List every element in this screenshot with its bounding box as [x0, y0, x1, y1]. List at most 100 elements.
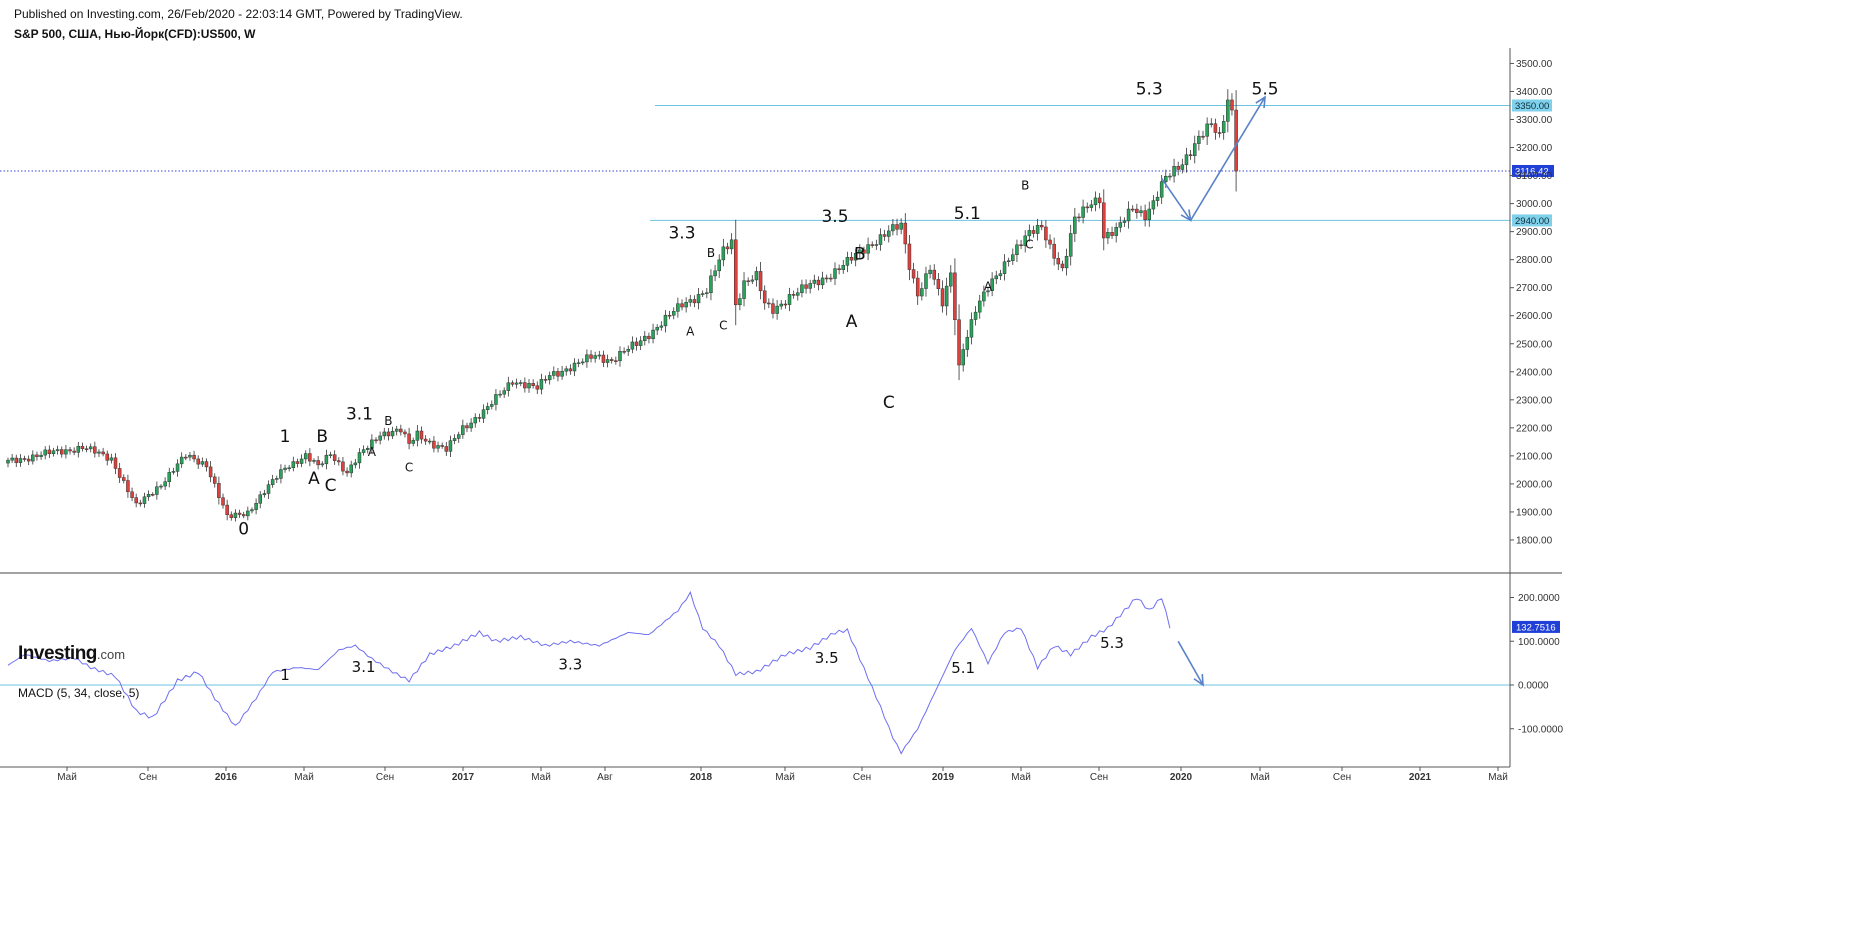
- candle-up[interactable]: [713, 270, 717, 277]
- candle-up[interactable]: [742, 280, 746, 299]
- candle-up[interactable]: [250, 509, 254, 512]
- candle-up[interactable]: [820, 277, 825, 286]
- candle-up[interactable]: [1172, 166, 1176, 177]
- candle-down[interactable]: [647, 335, 651, 340]
- candle-up[interactable]: [1164, 175, 1168, 182]
- candle-down[interactable]: [1077, 216, 1081, 219]
- candle-down[interactable]: [374, 439, 378, 442]
- candle-down[interactable]: [84, 448, 89, 451]
- candle-down[interactable]: [332, 454, 337, 461]
- candle-down[interactable]: [783, 303, 788, 306]
- candle-up[interactable]: [994, 275, 999, 280]
- candle-up[interactable]: [171, 471, 176, 473]
- candle-down[interactable]: [126, 480, 130, 493]
- candle-down[interactable]: [829, 277, 833, 280]
- candle-up[interactable]: [1122, 220, 1127, 223]
- candle-down[interactable]: [1031, 230, 1036, 234]
- candle-up[interactable]: [142, 496, 147, 504]
- candle-up[interactable]: [899, 222, 903, 230]
- candle-up[interactable]: [1114, 227, 1118, 236]
- candle-up[interactable]: [448, 440, 453, 452]
- candle-up[interactable]: [973, 311, 978, 320]
- candle-up[interactable]: [328, 454, 333, 456]
- candle-down[interactable]: [93, 446, 97, 454]
- candle-down[interactable]: [1044, 226, 1048, 241]
- candle-down[interactable]: [614, 360, 618, 362]
- candle-down[interactable]: [804, 284, 808, 289]
- candle-up[interactable]: [671, 311, 676, 316]
- candle-down[interactable]: [895, 224, 899, 230]
- candle-up[interactable]: [564, 368, 568, 372]
- candle-up[interactable]: [262, 493, 267, 496]
- candle-down[interactable]: [523, 382, 527, 389]
- candle-down[interactable]: [1048, 239, 1052, 245]
- candle-up[interactable]: [705, 292, 709, 294]
- candle-down[interactable]: [399, 428, 403, 433]
- candle-down[interactable]: [568, 368, 573, 372]
- candle-up[interactable]: [1155, 196, 1160, 201]
- candle-down[interactable]: [1135, 208, 1139, 214]
- candle-down[interactable]: [862, 249, 866, 254]
- candle-up[interactable]: [787, 294, 792, 305]
- candle-up[interactable]: [287, 467, 291, 470]
- candle-up[interactable]: [700, 293, 705, 295]
- candle-up[interactable]: [1151, 200, 1156, 210]
- candle-up[interactable]: [303, 453, 308, 460]
- candle-up[interactable]: [370, 439, 374, 449]
- candle-down[interactable]: [1143, 210, 1147, 220]
- candle-down[interactable]: [816, 279, 821, 286]
- candle-down[interactable]: [609, 359, 614, 361]
- candle-down[interactable]: [60, 449, 64, 455]
- candle-down[interactable]: [882, 234, 887, 237]
- candle-up[interactable]: [502, 390, 506, 395]
- candle-up[interactable]: [18, 458, 23, 463]
- candle-up[interactable]: [1118, 222, 1123, 228]
- candle-up[interactable]: [485, 406, 490, 410]
- candle-down[interactable]: [423, 438, 428, 442]
- candle-up[interactable]: [1081, 206, 1085, 218]
- candle-up[interactable]: [498, 393, 502, 396]
- candle-up[interactable]: [878, 234, 883, 245]
- candle-down[interactable]: [1060, 263, 1065, 269]
- candle-up[interactable]: [775, 305, 779, 314]
- candle-down[interactable]: [47, 449, 52, 454]
- candle-up[interactable]: [858, 249, 862, 254]
- candle-down[interactable]: [746, 280, 750, 283]
- candle-up[interactable]: [233, 512, 238, 518]
- candle-up[interactable]: [676, 303, 680, 312]
- candle-up[interactable]: [754, 271, 759, 281]
- candle-down[interactable]: [217, 483, 221, 498]
- candle-up[interactable]: [461, 425, 465, 435]
- candle-up[interactable]: [527, 383, 531, 389]
- candle-up[interactable]: [324, 454, 329, 465]
- candle-down[interactable]: [337, 460, 341, 463]
- candle-down[interactable]: [734, 239, 738, 306]
- candle-up[interactable]: [1205, 123, 1209, 137]
- candle-up[interactable]: [977, 300, 982, 313]
- candle-up[interactable]: [200, 461, 205, 465]
- candle-down[interactable]: [26, 458, 31, 462]
- candle-up[interactable]: [944, 285, 949, 307]
- candle-up[interactable]: [581, 361, 585, 364]
- candle-up[interactable]: [159, 485, 163, 488]
- candle-down[interactable]: [932, 269, 936, 280]
- candle-up[interactable]: [436, 445, 440, 449]
- candle-up[interactable]: [853, 253, 858, 261]
- candle-up[interactable]: [1147, 208, 1152, 220]
- candle-down[interactable]: [849, 257, 854, 261]
- candle-down[interactable]: [1052, 243, 1056, 259]
- candle-up[interactable]: [874, 244, 879, 246]
- candle-up[interactable]: [597, 354, 602, 357]
- candle-down[interactable]: [204, 461, 209, 468]
- candle-up[interactable]: [684, 302, 688, 308]
- candle-up[interactable]: [1168, 175, 1172, 178]
- candle-up[interactable]: [97, 451, 101, 454]
- candle-up[interactable]: [750, 279, 755, 282]
- candle-up[interactable]: [1180, 164, 1185, 170]
- candle-up[interactable]: [800, 284, 804, 293]
- candle-down[interactable]: [1230, 99, 1234, 111]
- candle-up[interactable]: [638, 340, 643, 346]
- candle-down[interactable]: [432, 440, 436, 449]
- candle-up[interactable]: [779, 303, 783, 307]
- candle-up[interactable]: [949, 272, 953, 287]
